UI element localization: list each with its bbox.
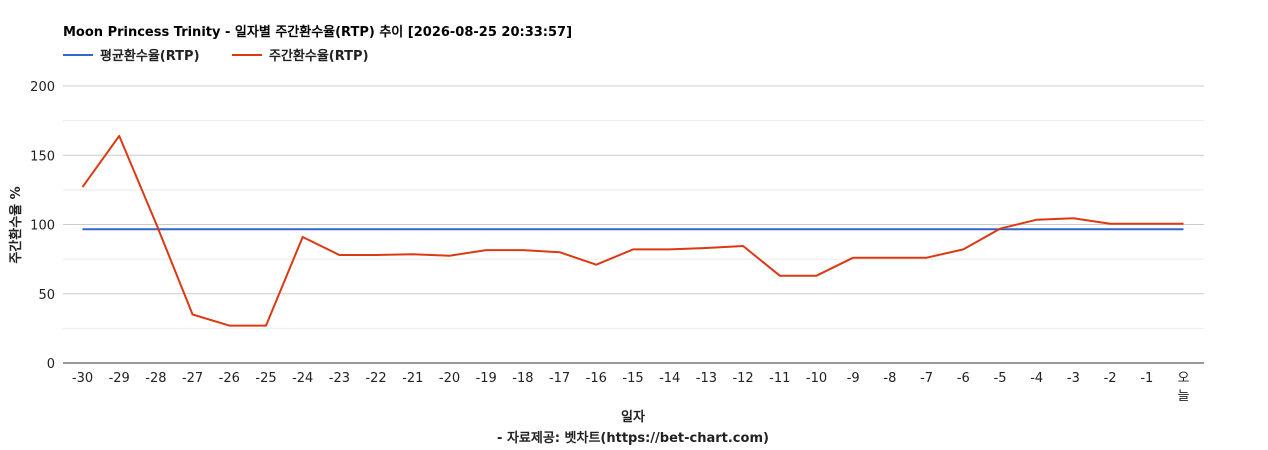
x-tick-label: -22 <box>365 371 386 386</box>
x-tick-label: -13 <box>696 371 717 386</box>
series-line-weekly-rtp[interactable] <box>81 134 1184 327</box>
x-tick-label: -27 <box>182 371 203 386</box>
x-tick-label: -21 <box>402 371 423 386</box>
x-tick-label: 늘 <box>1178 389 1190 404</box>
x-tick-label: -4 <box>1030 371 1043 386</box>
x-tick-label: -26 <box>219 371 240 386</box>
y-axis-title: 주간환수율 % <box>8 186 24 263</box>
y-tick-label: 50 <box>38 288 55 303</box>
x-tick-label: -18 <box>512 371 533 386</box>
x-tick-label: -10 <box>806 371 827 386</box>
x-tick-label: -5 <box>994 371 1007 386</box>
source-footer: - 자료제공: 벳차트(https://bet-chart.com) <box>497 430 769 446</box>
legend-label-weekly[interactable]: 주간환수율(RTP) <box>269 48 369 64</box>
x-tick-label: -11 <box>769 371 790 386</box>
chart-title: Moon Princess Trinity - 일자별 주간환수율(RTP) 추… <box>63 24 572 40</box>
x-tick-label: -8 <box>883 371 896 386</box>
y-axis-ticks: 0 50 100 150 200 <box>30 80 55 372</box>
x-tick-label: -9 <box>847 371 860 386</box>
x-tick-label: -19 <box>476 371 497 386</box>
gridlines <box>63 85 1204 329</box>
x-tick-label: -7 <box>920 371 933 386</box>
x-tick-label: -23 <box>329 371 350 386</box>
x-tick-label: -24 <box>292 371 313 386</box>
y-tick-label: 100 <box>30 219 55 234</box>
x-tick-label: 오 <box>1178 371 1190 386</box>
x-axis-ticks: -30 -29 -28 -27 -26 -25 -24 -23 -22 -21 -20 -19 -18 -… <box>72 371 1190 404</box>
x-tick-label: -20 <box>439 371 460 386</box>
x-tick-label: -12 <box>732 371 753 386</box>
x-tick-label: -14 <box>659 371 680 386</box>
x-axis-title: 일자 <box>621 410 645 425</box>
x-tick-label: -6 <box>957 371 970 386</box>
y-tick-label: 200 <box>30 80 55 95</box>
x-tick-label: -3 <box>1067 371 1080 386</box>
legend: 평균환수율(RTP) 주간환수율(RTP) <box>63 48 369 64</box>
x-tick-label: -25 <box>255 371 276 386</box>
series-lines <box>81 134 1184 327</box>
y-tick-label: 0 <box>47 357 55 372</box>
legend-label-avg[interactable]: 평균환수율(RTP) <box>100 48 200 64</box>
x-tick-label: -17 <box>549 371 570 386</box>
x-tick-label: -30 <box>72 371 93 386</box>
x-tick-label: -29 <box>109 371 130 386</box>
y-tick-label: 150 <box>30 149 55 164</box>
x-tick-label: -28 <box>145 371 166 386</box>
x-tick-label: -1 <box>1140 371 1153 386</box>
x-tick-label: -15 <box>622 371 643 386</box>
x-tick-label: -2 <box>1104 371 1117 386</box>
x-tick-label: -16 <box>586 371 607 386</box>
